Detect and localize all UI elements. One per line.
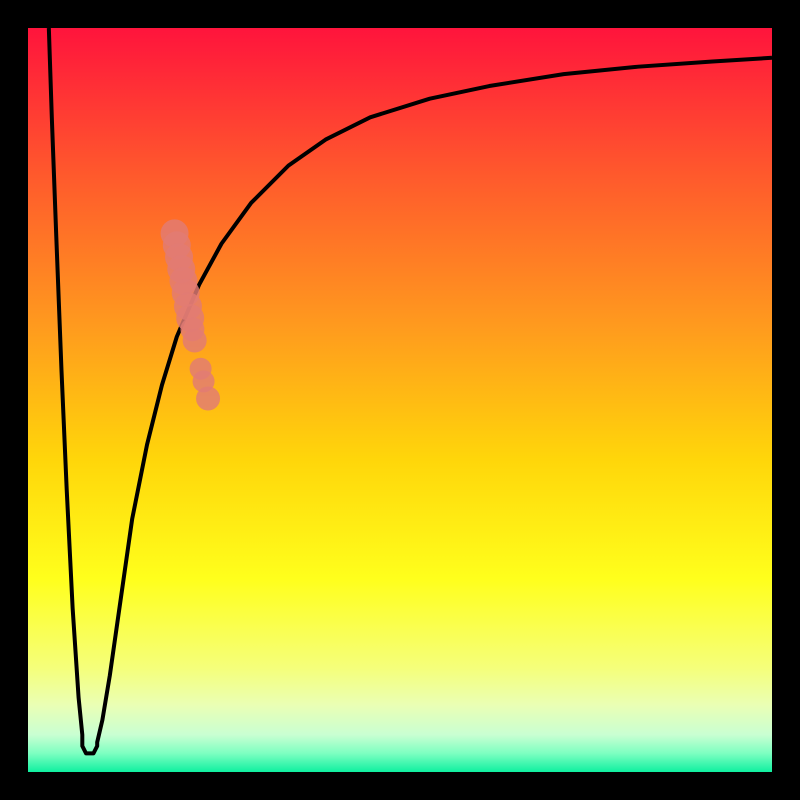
highlight-marker — [183, 328, 207, 352]
chart-frame: TheBottleneck.com — [0, 0, 800, 800]
bottleneck-curve-chart — [0, 0, 800, 800]
gradient-background — [28, 28, 772, 772]
highlight-marker — [196, 387, 220, 411]
